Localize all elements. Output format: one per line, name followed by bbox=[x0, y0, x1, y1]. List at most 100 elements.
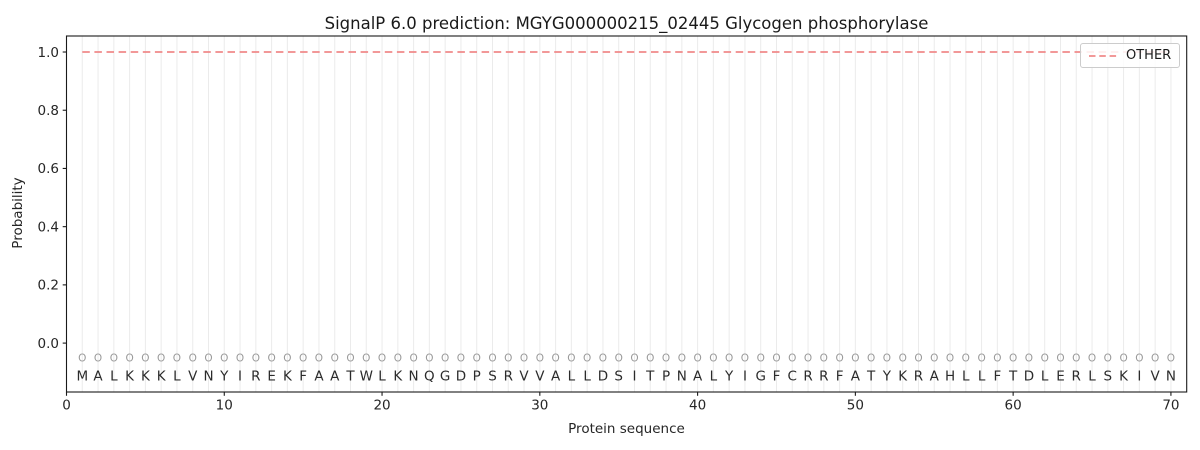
residue-marker: O bbox=[252, 352, 260, 364]
residue-marker: O bbox=[883, 352, 891, 364]
residue-letter: Y bbox=[724, 369, 734, 385]
x-tick-label: 0 bbox=[62, 398, 71, 414]
y-tick-label: 0.4 bbox=[38, 219, 59, 235]
residue-letter: V bbox=[535, 369, 545, 385]
residue-marker: O bbox=[741, 352, 749, 364]
residue-letter: G bbox=[755, 369, 765, 385]
residue-marker: O bbox=[678, 352, 686, 364]
residue-marker: O bbox=[236, 352, 244, 364]
residue-marker: O bbox=[946, 352, 954, 364]
residue-letter: E bbox=[267, 369, 276, 385]
residue-marker: O bbox=[331, 352, 339, 364]
residue-letter: L bbox=[1041, 369, 1049, 385]
residue-letter: T bbox=[866, 369, 876, 385]
residue-letter: G bbox=[440, 369, 450, 385]
legend-label-other: OTHER bbox=[1126, 48, 1172, 63]
residue-marker: O bbox=[1135, 352, 1143, 364]
residue-marker: O bbox=[930, 352, 938, 364]
y-tick-label: 0.0 bbox=[38, 336, 59, 352]
residue-marker: O bbox=[567, 352, 575, 364]
axes-frame bbox=[65, 35, 1188, 393]
residue-letter: K bbox=[125, 369, 135, 385]
residue-letter: L bbox=[710, 369, 718, 385]
residue-letter: L bbox=[1088, 369, 1096, 385]
residue-marker: O bbox=[1072, 352, 1080, 364]
residue-marker: O bbox=[851, 352, 859, 364]
residue-letter: R bbox=[819, 369, 828, 385]
residue-marker: O bbox=[1151, 352, 1159, 364]
residue-marker: O bbox=[315, 352, 323, 364]
residue-marker: O bbox=[299, 352, 307, 364]
residue-letter: H bbox=[945, 369, 955, 385]
residue-marker: O bbox=[1167, 352, 1175, 364]
residue-letter: D bbox=[598, 369, 608, 385]
residue-marker: O bbox=[820, 352, 828, 364]
residue-letter: D bbox=[456, 369, 466, 385]
x-tick-label: 10 bbox=[216, 398, 233, 414]
y-tick-label: 0.2 bbox=[38, 278, 59, 294]
residue-letter: F bbox=[773, 369, 781, 385]
residue-marker: O bbox=[914, 352, 922, 364]
x-tick-label: 30 bbox=[531, 398, 548, 414]
residue-marker: O bbox=[362, 352, 370, 364]
x-axis-label: Protein sequence bbox=[568, 421, 685, 437]
residue-marker: O bbox=[709, 352, 717, 364]
residue-letter: A bbox=[851, 369, 861, 385]
y-tick-label: 0.8 bbox=[38, 103, 59, 119]
residue-letter: T bbox=[645, 369, 655, 385]
residue-letter: P bbox=[473, 369, 481, 385]
residue-letter: V bbox=[188, 369, 198, 385]
residue-marker: O bbox=[993, 352, 1001, 364]
residue-letter: T bbox=[1008, 369, 1018, 385]
x-tick-label: 60 bbox=[1005, 398, 1022, 414]
residue-marker: O bbox=[1056, 352, 1064, 364]
residue-letter: Y bbox=[219, 369, 229, 385]
residue-marker: O bbox=[78, 352, 86, 364]
residue-letter: R bbox=[251, 369, 260, 385]
residue-marker: O bbox=[835, 352, 843, 364]
residue-letter: I bbox=[632, 369, 636, 385]
residue-marker: O bbox=[615, 352, 623, 364]
residue-letter: N bbox=[1166, 369, 1176, 385]
residue-marker: O bbox=[473, 352, 481, 364]
residue-letter: K bbox=[141, 369, 151, 385]
residue-marker: O bbox=[425, 352, 433, 364]
residue-letter: R bbox=[803, 369, 812, 385]
x-tick-label: 20 bbox=[373, 398, 390, 414]
residue-letter: A bbox=[314, 369, 324, 385]
residue-marker: O bbox=[220, 352, 228, 364]
residue-marker: O bbox=[1041, 352, 1049, 364]
residue-marker: O bbox=[899, 352, 907, 364]
residue-letter: K bbox=[157, 369, 167, 385]
residue-marker: O bbox=[267, 352, 275, 364]
residue-letter: L bbox=[568, 369, 576, 385]
residue-letter: L bbox=[978, 369, 986, 385]
residue-marker: O bbox=[693, 352, 701, 364]
residue-marker: O bbox=[110, 352, 118, 364]
residue-marker: O bbox=[757, 352, 765, 364]
residue-letter: I bbox=[238, 369, 242, 385]
residue-letter: M bbox=[76, 369, 88, 385]
residue-marker: O bbox=[662, 352, 670, 364]
residue-marker: O bbox=[583, 352, 591, 364]
residue-letter: I bbox=[1137, 369, 1141, 385]
residue-marker: O bbox=[551, 352, 559, 364]
residue-marker: O bbox=[173, 352, 181, 364]
residue-letter: Q bbox=[424, 369, 435, 385]
residue-marker: O bbox=[1104, 352, 1112, 364]
residue-letter: E bbox=[1056, 369, 1065, 385]
residue-letter: R bbox=[914, 369, 923, 385]
y-tick-label: 1.0 bbox=[38, 45, 59, 61]
legend-dashed-line-icon bbox=[1089, 54, 1117, 57]
residue-marker: O bbox=[283, 352, 291, 364]
residue-letter: N bbox=[203, 369, 213, 385]
residue-letter: R bbox=[1072, 369, 1081, 385]
residue-marker: O bbox=[867, 352, 875, 364]
residue-marker: O bbox=[630, 352, 638, 364]
residue-letter: C bbox=[788, 369, 797, 385]
residue-marker: O bbox=[94, 352, 102, 364]
legend-box: OTHER bbox=[1080, 43, 1180, 68]
residue-marker: O bbox=[189, 352, 197, 364]
residue-marker: O bbox=[457, 352, 465, 364]
residue-letter: S bbox=[1104, 369, 1113, 385]
